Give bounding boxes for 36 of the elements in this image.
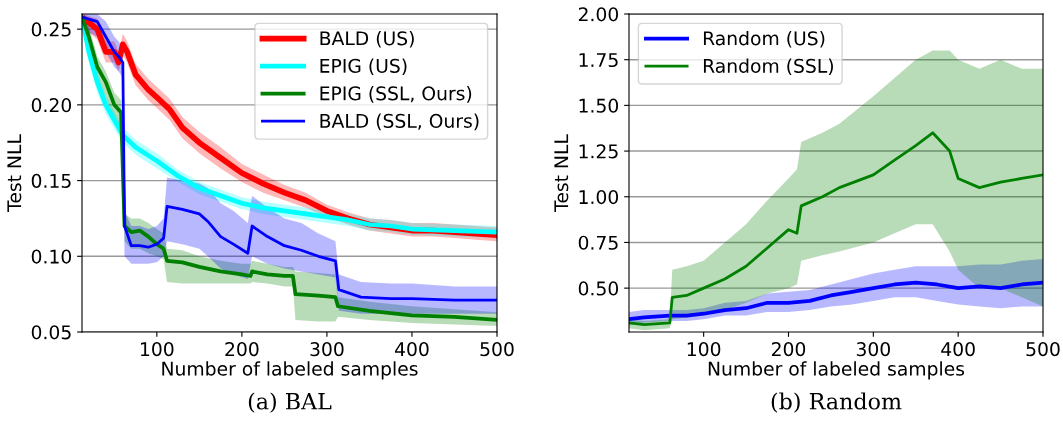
y-tick-label: 0.15 [31,173,71,188]
y-tick-label: 1.25 [579,144,618,159]
x-tick-label: 400 [394,342,429,357]
y-axis-title: Test NLL [554,134,569,212]
x-tick-label: 100 [687,342,721,357]
x-tick-label: 200 [771,342,806,357]
line-series [629,280,1043,322]
y-tick-label: 0.25 [31,22,71,37]
legend-label: Random (SSL) [703,58,833,76]
x-tick-label: 400 [941,342,975,357]
legend-label: Random (US) [703,30,825,48]
text: (b) Random [771,392,902,413]
y-tick-label: 0.50 [578,281,619,296]
x-tick-label: 500 [1026,342,1060,357]
legend-label: BALD (SSL, Ours) [320,113,479,131]
x-tick-label: 100 [141,342,174,357]
y-tick-label: 0.10 [31,249,72,264]
legend-label: BALD (US) [320,30,414,48]
legend-label: EPIG (US) [320,58,407,76]
x-tick-label: 300 [856,342,890,357]
y-tick-label: 0.75 [578,235,618,250]
y-tick-label: 2.00 [578,7,619,22]
x-tick-label: 300 [310,342,344,357]
y-tick-label: 1.00 [579,189,619,205]
y-axis-title: Test NLL [7,134,22,212]
y-tick-label: 1.50 [579,98,619,113]
y-tick-label: 0.20 [31,98,72,113]
x-tick-label: 500 [480,342,514,357]
x-tick-label: 200 [225,342,259,357]
text: (a) BAL [248,392,332,413]
line-series [629,131,1043,327]
legend-label: EPIG (SSL, Ours) [320,85,472,103]
y-tick-label: 1.75 [579,53,618,68]
x-axis-title: Number of labeled samples [708,361,965,380]
y-tick-label: 0.05 [31,325,71,340]
x-axis-title: Number of labeled samples [162,361,418,380]
